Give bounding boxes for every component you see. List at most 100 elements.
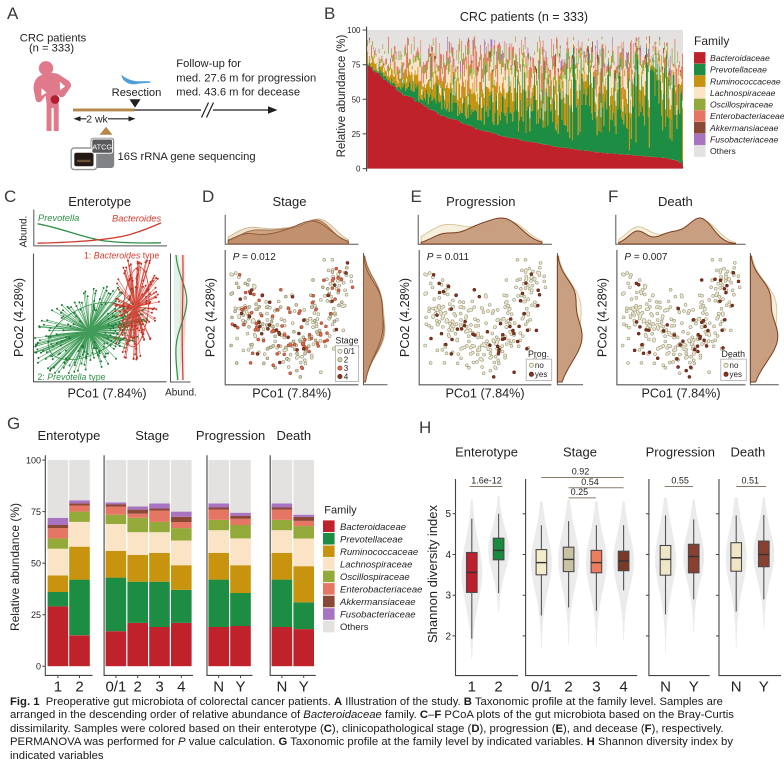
svg-text:Enterotype: Enterotype bbox=[455, 445, 518, 460]
svg-text:3: 3 bbox=[155, 679, 163, 696]
svg-text:Relative abundance (%): Relative abundance (%) bbox=[336, 34, 348, 157]
svg-text:Y: Y bbox=[235, 679, 245, 696]
svg-text:3: 3 bbox=[592, 679, 600, 696]
svg-text:2: 2 bbox=[134, 679, 142, 696]
svg-text:16S rRNA gene sequencing: 16S rRNA gene sequencing bbox=[118, 151, 256, 163]
svg-text:Y: Y bbox=[689, 679, 699, 696]
svg-text:Stage: Stage bbox=[563, 445, 597, 460]
svg-text:Bacteroidaceae: Bacteroidaceae bbox=[340, 522, 406, 533]
svg-text:B: B bbox=[324, 4, 335, 23]
svg-text:Progression: Progression bbox=[646, 445, 715, 460]
svg-text:N: N bbox=[731, 679, 742, 696]
svg-text:Enterobacteriaceae: Enterobacteriaceae bbox=[710, 111, 784, 121]
svg-text:0.51: 0.51 bbox=[742, 475, 760, 485]
svg-text:Progression: Progression bbox=[446, 194, 515, 209]
svg-text:P = 0.012: P = 0.012 bbox=[233, 252, 277, 263]
svg-text:4: 4 bbox=[445, 550, 451, 561]
svg-text:0/1: 0/1 bbox=[344, 347, 356, 356]
svg-text:75: 75 bbox=[352, 61, 361, 70]
svg-text:Bacteroidaceae: Bacteroidaceae bbox=[710, 53, 770, 63]
svg-text:5: 5 bbox=[445, 509, 451, 520]
svg-text:N: N bbox=[276, 679, 287, 696]
svg-text:Family: Family bbox=[324, 505, 357, 517]
svg-text:1: 1 bbox=[54, 679, 62, 696]
svg-text:Ruminococcaceae: Ruminococcaceae bbox=[710, 76, 781, 86]
svg-text:0/1: 0/1 bbox=[531, 679, 552, 696]
svg-text:C: C bbox=[4, 187, 16, 206]
svg-text:H: H bbox=[419, 418, 431, 437]
svg-text:100: 100 bbox=[347, 26, 361, 35]
svg-text:PCo1 (7.84%): PCo1 (7.84%) bbox=[252, 387, 331, 401]
svg-text:N: N bbox=[213, 679, 224, 696]
svg-text:100: 100 bbox=[26, 455, 41, 465]
svg-text:Akkermansiaceae: Akkermansiaceae bbox=[709, 123, 779, 133]
svg-text:2: 2 bbox=[494, 679, 502, 696]
svg-text:no: no bbox=[730, 361, 739, 370]
svg-text:Oscillospiraceae: Oscillospiraceae bbox=[710, 100, 773, 110]
svg-text:med. 27.6 m for progression: med. 27.6 m for progression bbox=[176, 72, 316, 84]
svg-text:A: A bbox=[7, 4, 19, 23]
svg-text:E: E bbox=[411, 187, 422, 206]
svg-text:4: 4 bbox=[619, 679, 627, 696]
svg-text:Death: Death bbox=[731, 445, 766, 460]
svg-text:3: 3 bbox=[445, 591, 451, 602]
svg-text:F: F bbox=[608, 187, 618, 206]
svg-text:0/1: 0/1 bbox=[105, 679, 126, 696]
svg-text:Abund.: Abund. bbox=[165, 388, 197, 399]
svg-text:D: D bbox=[202, 187, 214, 206]
svg-text:Prevotella: Prevotella bbox=[38, 213, 79, 223]
svg-text:Bacteroides: Bacteroides bbox=[112, 214, 161, 224]
svg-text:yes: yes bbox=[535, 370, 547, 379]
svg-text:Others: Others bbox=[710, 146, 736, 156]
svg-text:0.55: 0.55 bbox=[671, 475, 689, 485]
svg-text:Lachnospiraceae: Lachnospiraceae bbox=[710, 88, 776, 98]
svg-text:G: G bbox=[7, 414, 20, 433]
svg-text:(n = 333): (n = 333) bbox=[29, 43, 74, 55]
svg-text:1: Bacteroides type: 1: Bacteroides type bbox=[84, 251, 159, 261]
svg-text:Stage: Stage bbox=[273, 194, 307, 209]
svg-text:25: 25 bbox=[31, 610, 41, 620]
svg-text:no: no bbox=[535, 361, 544, 370]
svg-text:Relative abundance (%): Relative abundance (%) bbox=[8, 503, 22, 631]
svg-text:Prevotellaceae: Prevotellaceae bbox=[340, 534, 403, 545]
svg-text:Prevotellaceae: Prevotellaceae bbox=[710, 65, 767, 75]
svg-text:Fusobacteriaceae: Fusobacteriaceae bbox=[710, 135, 779, 145]
svg-text:50: 50 bbox=[31, 558, 41, 568]
svg-text:Akkermansiaceae: Akkermansiaceae bbox=[339, 597, 416, 608]
svg-text:2 wk: 2 wk bbox=[86, 114, 108, 126]
svg-text:Resection: Resection bbox=[112, 87, 162, 99]
svg-text:2: 2 bbox=[344, 356, 349, 365]
svg-text:0.54: 0.54 bbox=[581, 477, 599, 487]
svg-text:PCo2 (4.28%): PCo2 (4.28%) bbox=[204, 278, 218, 357]
svg-text:2: 2 bbox=[75, 679, 83, 696]
svg-text:75: 75 bbox=[31, 507, 41, 517]
svg-text:N: N bbox=[660, 679, 671, 696]
svg-text:1: 1 bbox=[468, 679, 476, 696]
svg-text:CRC patients: CRC patients bbox=[20, 33, 87, 45]
svg-text:Follow-up for: Follow-up for bbox=[176, 58, 241, 70]
svg-text:Enterotype: Enterotype bbox=[68, 194, 131, 209]
svg-text:0: 0 bbox=[36, 661, 41, 671]
svg-text:2: Prevotella type: 2: Prevotella type bbox=[38, 372, 106, 382]
svg-text:Shannon diversity index: Shannon diversity index bbox=[425, 504, 440, 643]
svg-text:2: 2 bbox=[564, 679, 572, 696]
svg-text:Prog.: Prog. bbox=[528, 349, 549, 359]
svg-text:0.25: 0.25 bbox=[571, 487, 589, 497]
svg-text:ATCG: ATCG bbox=[92, 142, 112, 151]
svg-text:0: 0 bbox=[356, 165, 361, 174]
svg-text:Y: Y bbox=[759, 679, 769, 696]
svg-text:yes: yes bbox=[730, 370, 742, 379]
svg-text:Enterobacteriaceae: Enterobacteriaceae bbox=[340, 585, 422, 596]
svg-text:1.6e-12: 1.6e-12 bbox=[471, 475, 502, 485]
svg-text:Ruminococcaceae: Ruminococcaceae bbox=[340, 547, 418, 558]
svg-text:2: 2 bbox=[445, 631, 451, 642]
svg-text:Lachnospiraceae: Lachnospiraceae bbox=[340, 559, 412, 570]
svg-text:P = 0.011: P = 0.011 bbox=[427, 252, 470, 263]
svg-text:Death: Death bbox=[658, 194, 693, 209]
svg-text:PCo1 (7.84%): PCo1 (7.84%) bbox=[641, 387, 720, 401]
svg-text:PCo1 (7.84%): PCo1 (7.84%) bbox=[67, 387, 146, 401]
svg-text:4: 4 bbox=[344, 372, 349, 381]
svg-text:Y: Y bbox=[299, 679, 309, 696]
svg-text:Stage: Stage bbox=[135, 428, 169, 443]
svg-text:CRC patients (n = 333): CRC patients (n = 333) bbox=[460, 10, 588, 24]
